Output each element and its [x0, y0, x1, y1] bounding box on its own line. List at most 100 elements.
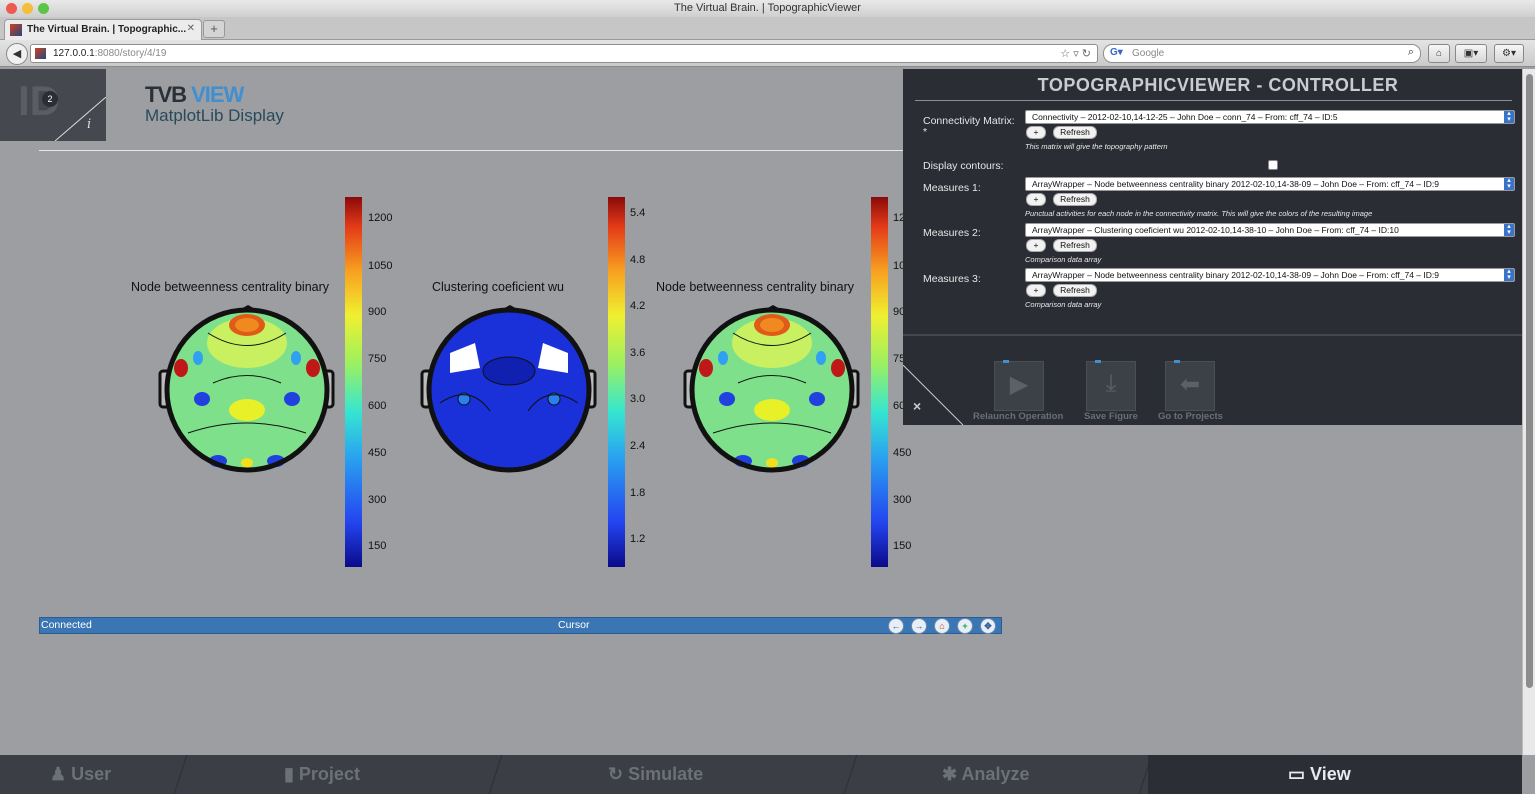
measures2-help: Comparison data array: [1025, 255, 1102, 264]
refresh-measures2-button[interactable]: Refresh: [1053, 239, 1097, 252]
cursor-readout: Cursor: [558, 619, 590, 631]
arrow-left-icon: ⬅: [1179, 371, 1201, 398]
connectivity-label: Connectivity Matrix:: [923, 115, 1015, 127]
refresh-measures3-button[interactable]: Refresh: [1053, 284, 1097, 297]
select-arrows-icon: ▴ ▾: [1504, 224, 1514, 236]
navigation-bar: ◀ 127.0.0.1:8080/story/4/19 ☆ ▿ ↻ G▾ Goo…: [0, 40, 1535, 67]
controller-title: TOPOGRAPHICVIEWER - CONTROLLER: [1037, 75, 1399, 95]
measures3-label: Measures 3:: [923, 273, 981, 285]
save-figure-button[interactable]: ⤓: [1086, 360, 1136, 411]
google-icon: G▾: [1110, 47, 1123, 58]
topography-map-1: [158, 305, 335, 473]
connectivity-help: This matrix will give the topography pat…: [1025, 142, 1168, 151]
select-arrows-icon: ▴ ▾: [1504, 178, 1514, 190]
refresh-measures1-button[interactable]: Refresh: [1053, 193, 1097, 206]
new-tab-button[interactable]: +: [203, 20, 225, 38]
topography-map-3: [683, 305, 860, 473]
measures1-help: Punctual activities for each node in the…: [1025, 209, 1373, 218]
home-icon[interactable]: ⌂: [934, 618, 950, 634]
window-titlebar: The Virtual Brain. | TopographicViewer: [0, 0, 1535, 18]
url-host: 127.0.0.1: [53, 48, 95, 59]
play-icon: ▶: [1009, 371, 1029, 398]
colorbar-2: [608, 197, 625, 567]
controller-divider: [915, 100, 1512, 101]
bottom-navigation: ♟ User ▮ Project ↻ Simulate ✱ Analyze ▭ …: [0, 755, 1522, 794]
back-arrow-icon[interactable]: ←: [888, 618, 904, 634]
document-icon: ▮: [284, 764, 294, 784]
favicon-icon: [10, 24, 22, 36]
download-icon: ⤓: [1105, 370, 1117, 397]
measures2-select[interactable]: ArrayWrapper – Clustering coeficient wu …: [1025, 223, 1515, 237]
connection-status: Connected: [41, 619, 92, 631]
browser-tab[interactable]: The Virtual Brain. | Topographic... ✕: [4, 19, 202, 40]
info-icon[interactable]: i: [87, 117, 92, 132]
tvb-logo[interactable]: ID 2 i: [0, 69, 106, 141]
save-figure-label: Save Figure: [1084, 411, 1138, 422]
plot-title-3: Node betweenness centrality binary: [656, 280, 855, 294]
zoom-in-icon[interactable]: +: [957, 618, 973, 634]
notification-badge: 2: [42, 91, 58, 107]
nav-simulate[interactable]: ↻ Simulate: [608, 764, 704, 784]
url-bar[interactable]: 127.0.0.1:8080/story/4/19 ☆ ▿ ↻: [30, 44, 1098, 63]
search-icon[interactable]: ⌕: [1407, 46, 1414, 58]
add-connectivity-button[interactable]: +: [1026, 126, 1046, 139]
relaunch-operation-label: Relaunch Operation: [973, 411, 1064, 422]
close-panel-icon[interactable]: ×: [913, 398, 922, 414]
measures1-label: Measures 1:: [923, 182, 981, 194]
colorbar-3: [871, 197, 888, 567]
user-icon: ♟: [50, 764, 67, 784]
measures2-label: Measures 2:: [923, 227, 981, 239]
add-measures2-button[interactable]: +: [1026, 239, 1046, 252]
page-title: TVB VIEW: [145, 82, 244, 107]
back-button[interactable]: ◀: [6, 43, 28, 65]
panel-corner: [903, 365, 964, 426]
plot-title-1: Node betweenness centrality binary: [131, 280, 330, 294]
nav-view[interactable]: ▭ View: [1288, 764, 1351, 784]
add-measures1-button[interactable]: +: [1026, 193, 1046, 206]
search-input[interactable]: G▾ Google ⌕: [1103, 44, 1421, 63]
minimize-window-button[interactable]: [22, 3, 33, 14]
scrollbar-thumb[interactable]: [1526, 74, 1533, 688]
gear-icon: ✱: [942, 764, 958, 784]
measures1-select[interactable]: ArrayWrapper – Node betweenness centrali…: [1025, 177, 1515, 191]
search-placeholder: Google: [1132, 48, 1165, 59]
nav-view-active-bg: [1148, 755, 1522, 794]
plot-title-2: Clustering coeficient wu: [432, 280, 565, 294]
extensions-button[interactable]: ▣▾: [1455, 44, 1487, 63]
page-scrollbar[interactable]: [1522, 69, 1535, 755]
required-mark: *: [923, 126, 928, 138]
tools-button[interactable]: ⚙▾: [1494, 44, 1524, 63]
tab-bar: The Virtual Brain. | Topographic... ✕ +: [0, 17, 1535, 40]
connectivity-select[interactable]: Connectivity – 2012-02-10,14-12-25 – Joh…: [1025, 110, 1515, 124]
relaunch-operation-button[interactable]: ▶: [994, 360, 1044, 411]
nav-user[interactable]: ♟ User: [50, 764, 112, 784]
select-arrows-icon: ▴ ▾: [1504, 111, 1514, 123]
page-subtitle: MatplotLib Display: [145, 106, 284, 125]
pan-icon[interactable]: ✥: [980, 618, 996, 634]
topography-map-2: [420, 305, 597, 473]
home-button[interactable]: ⌂: [1428, 44, 1450, 63]
nav-analyze[interactable]: ✱ Analyze: [942, 764, 1030, 784]
go-to-projects-button[interactable]: ⬅: [1165, 360, 1215, 411]
bookmark-star-icon[interactable]: ☆ ▿ ↻: [1060, 48, 1091, 60]
actions-divider: [903, 334, 1522, 336]
header-divider: [39, 150, 905, 151]
zoom-window-button[interactable]: [38, 3, 49, 14]
site-icon: [35, 48, 46, 59]
tab-close-icon[interactable]: ✕: [186, 23, 195, 34]
refresh-connectivity-button[interactable]: Refresh: [1053, 126, 1097, 139]
corner-divider-icon: [55, 97, 106, 141]
plot-status-bar: Connected Cursor ← → ⌂ + ✥: [39, 617, 1002, 634]
add-measures3-button[interactable]: +: [1026, 284, 1046, 297]
display-contours-checkbox[interactable]: [1268, 160, 1278, 170]
contours-label: Display contours:: [923, 160, 1004, 172]
tab-label: The Virtual Brain. | Topographic...: [27, 24, 187, 35]
close-window-button[interactable]: [6, 3, 17, 14]
controller-panel: TOPOGRAPHICVIEWER - CONTROLLER Connectiv…: [903, 69, 1522, 425]
window-title: The Virtual Brain. | TopographicViewer: [674, 2, 861, 14]
nav-project[interactable]: ▮ Project: [284, 764, 360, 784]
measures3-select[interactable]: ArrayWrapper – Node betweenness centrali…: [1025, 268, 1515, 282]
url-path: :8080/story/4/19: [94, 48, 167, 59]
measures3-help: Comparison data array: [1025, 300, 1102, 309]
forward-arrow-icon[interactable]: →: [911, 618, 927, 634]
